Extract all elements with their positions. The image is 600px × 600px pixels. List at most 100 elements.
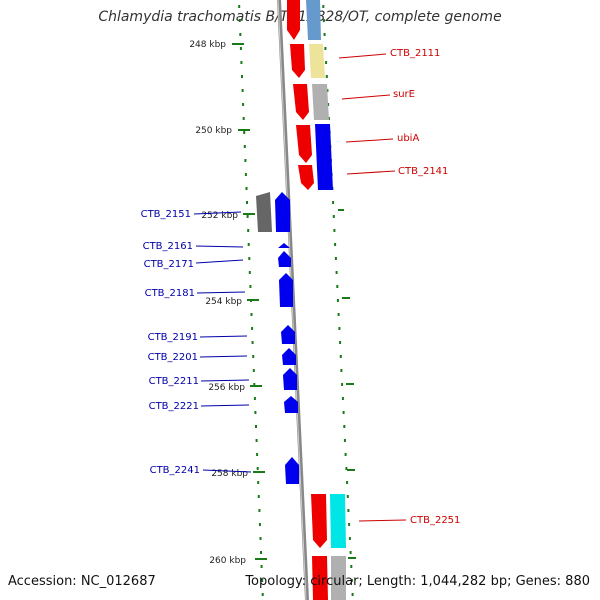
scale-dot: [348, 537, 351, 540]
gene-label-ubia: ubiA: [397, 133, 419, 144]
scale-dots: [238, 5, 354, 596]
scale-dot: [351, 593, 354, 596]
tick-label: 248 kbp: [189, 40, 226, 50]
scale-dot: [339, 355, 342, 358]
gene-label-ctb-2211: CTB_2211: [149, 376, 199, 387]
scale-dot: [258, 509, 261, 512]
scale-dot: [248, 257, 251, 260]
tick-248: 248 kbp: [189, 40, 244, 50]
gene-label-ctb-2251: CTB_2251: [410, 515, 460, 526]
gene-cog-blue: [315, 124, 333, 190]
gene-label-ctb-2191: CTB_2191: [148, 332, 198, 343]
tick-250: 250 kbp: [195, 126, 250, 136]
scale-dot: [332, 215, 335, 218]
scale-dot: [246, 201, 248, 204]
scale-dot: [323, 33, 326, 36]
gene-cds-forward: [311, 494, 327, 548]
scale-dot: [242, 117, 245, 120]
gene-label-ctb-2181: CTB_2181: [145, 288, 195, 299]
tick-254: 254 kbp: [205, 297, 259, 307]
scale-dot: [248, 271, 251, 274]
gene-label-ctb-2141: CTB_2141: [398, 166, 448, 177]
scale-dot: [342, 411, 345, 414]
scale-dot: [254, 411, 257, 414]
scale-dot: [239, 47, 242, 50]
scale-dot: [256, 453, 259, 456]
scale-dot: [260, 565, 263, 568]
scale-dot: [240, 61, 243, 64]
tick-label: 250 kbp: [195, 126, 232, 136]
reverse-labels: [193, 211, 252, 473]
gene-cds-reverse: [282, 348, 296, 365]
scale-dot: [241, 89, 244, 92]
gene-label-ctb-2201: CTB_2201: [148, 352, 198, 363]
scale-dot: [334, 243, 337, 246]
tick-260: 260 kbp: [209, 556, 267, 566]
tick-252: 252 kbp: [201, 211, 255, 221]
gene-cds-forward: [293, 84, 309, 120]
scale-dot: [345, 467, 348, 470]
scale-dot: [325, 61, 328, 64]
scale-dot: [249, 285, 252, 288]
forward-labels: [338, 53, 407, 522]
gene-cog-grey: [331, 556, 346, 600]
gene-cds-reverse: [283, 368, 297, 390]
tick-label: 254 kbp: [205, 297, 242, 307]
gene-cds-reverse: [284, 396, 298, 413]
scale-dot: [244, 173, 247, 176]
scale-dot: [239, 33, 242, 36]
scale-dot: [257, 495, 260, 498]
scale-dot: [250, 313, 253, 316]
scale-dot: [333, 229, 336, 232]
gene-label-ctb-2241: CTB_2241: [150, 465, 200, 476]
scale-dot: [324, 47, 327, 50]
scale-dot: [341, 397, 344, 400]
scale-dot: [322, 19, 325, 22]
scale-dot: [253, 383, 256, 386]
scale-dot: [247, 243, 250, 246]
gene-cds-reverse: [279, 273, 293, 307]
scale-dot: [336, 299, 339, 302]
scale-dot: [344, 453, 347, 456]
gene-cog-cyan: [330, 494, 346, 548]
scale-dot: [336, 285, 339, 288]
scale-dot: [350, 579, 353, 582]
scale-dot: [253, 397, 256, 400]
tick-256: 256 kbp: [208, 383, 262, 393]
gene-cog-grey: [312, 84, 329, 120]
gene-label-ctb-2161: CTB_2161: [143, 241, 193, 252]
gene-cds-forward: [290, 44, 305, 78]
scale-dot: [257, 481, 260, 484]
gene-cog-dark: [256, 192, 272, 232]
scale-dot: [337, 313, 340, 316]
scale-dot: [348, 523, 351, 526]
scale-dot: [347, 509, 350, 512]
gene-cds-forward: [287, 0, 300, 40]
scale-dot: [341, 383, 344, 386]
gene-label-ctb-2221: CTB_2221: [149, 401, 199, 412]
forward-genes: [287, 0, 346, 600]
scale-dot: [245, 187, 248, 190]
reverse-genes: [256, 192, 299, 484]
gene-cog-steel: [306, 0, 321, 40]
scale-dot: [243, 145, 246, 148]
scale-dot: [241, 75, 243, 78]
scale-dot: [340, 369, 343, 372]
tick-label: 260 kbp: [209, 556, 246, 566]
scale-dot: [261, 579, 264, 582]
scale-dot: [238, 19, 241, 22]
tick-label: 256 kbp: [208, 383, 245, 393]
scale-dot: [332, 201, 335, 204]
gene-label-ctb-2171: CTB_2171: [144, 259, 194, 270]
scale-dot: [326, 89, 329, 92]
scale-dot: [343, 425, 346, 428]
scale-dot: [322, 5, 325, 8]
scale-dot: [246, 215, 249, 218]
scale-dot: [252, 369, 255, 372]
scale-dot: [338, 327, 341, 330]
gene-cds-forward: [298, 165, 314, 190]
scale-dot: [343, 439, 346, 442]
gene-cds-reverse: [275, 192, 290, 232]
scale-dot: [349, 551, 352, 554]
gene-label-ctb-2151: CTB_2151: [141, 209, 191, 220]
